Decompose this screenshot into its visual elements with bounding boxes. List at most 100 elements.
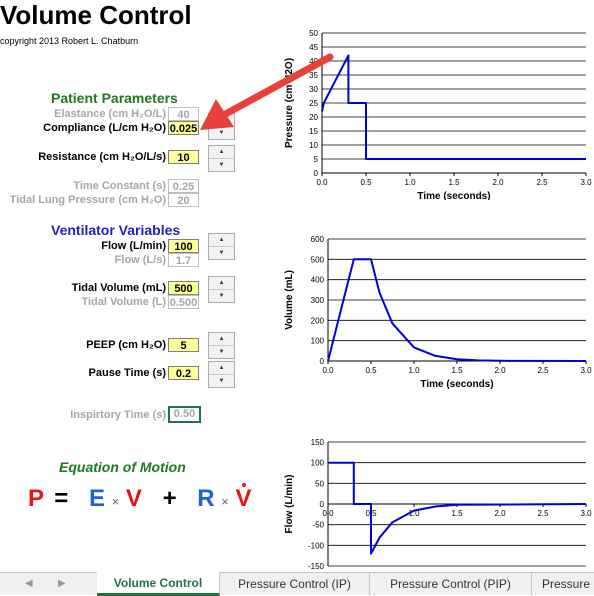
y-tick-label: 0 bbox=[314, 169, 319, 178]
x-tick-label: 0.0 bbox=[322, 509, 334, 518]
flow-spinner[interactable]: ▲ ▼ bbox=[208, 233, 235, 260]
flow-ls-cell[interactable]: 1.7 bbox=[168, 253, 199, 267]
tab-pressure-control-pip[interactable]: Pressure Control (PIP) bbox=[370, 573, 532, 595]
ventilator-variables-heading: Ventilator Variables bbox=[51, 222, 181, 238]
tidal-volume-input[interactable]: 500 bbox=[168, 281, 199, 295]
y-tick-label: 45 bbox=[309, 43, 318, 52]
eq-flow-symbol: V bbox=[235, 483, 252, 512]
y-axis-label: Volume (mL) bbox=[284, 270, 295, 330]
pause-time-label: Pause Time (s) bbox=[88, 367, 166, 379]
eq-pressure-symbol: P bbox=[28, 485, 44, 512]
compliance-input[interactable]: 0.025 bbox=[168, 121, 199, 135]
x-tick-label: 3.0 bbox=[580, 509, 592, 518]
x-tick-label: 1.0 bbox=[408, 509, 420, 518]
callout-arrow-head bbox=[200, 99, 234, 130]
spin-up-icon[interactable]: ▲ bbox=[209, 333, 234, 346]
eq-resistance-symbol: R bbox=[197, 485, 215, 512]
nav-next-icon[interactable]: ▶ bbox=[58, 578, 66, 589]
eq-volume-symbol: V bbox=[125, 485, 142, 512]
y-tick-label: -150 bbox=[308, 562, 325, 570]
y-tick-label: 30 bbox=[309, 85, 318, 94]
y-tick-label: 25 bbox=[309, 99, 318, 108]
spin-down-icon[interactable]: ▼ bbox=[218, 162, 225, 168]
x-tick-label: 2.0 bbox=[494, 366, 506, 375]
y-tick-label: 300 bbox=[311, 296, 325, 305]
callout-arrow-shaft bbox=[216, 53, 334, 121]
spin-down-icon[interactable]: ▼ bbox=[218, 130, 225, 136]
flow-input[interactable]: 100 bbox=[168, 239, 199, 253]
y-tick-label: 5 bbox=[314, 155, 319, 164]
tidal-lung-pressure-cell[interactable]: 20 bbox=[168, 193, 199, 207]
x-tick-label: 2.0 bbox=[492, 178, 504, 187]
y-tick-label: 50 bbox=[315, 479, 324, 488]
tab-pressure-control-ip[interactable]: Pressure Control (IP) bbox=[220, 573, 370, 595]
series-line bbox=[327, 258, 587, 362]
time-constant-cell[interactable]: 0.25 bbox=[168, 179, 199, 193]
y-tick-label: 50 bbox=[309, 29, 318, 38]
y-tick-label: 0 bbox=[320, 500, 325, 509]
x-tick-label: 1.0 bbox=[408, 366, 420, 375]
y-tick-label: 10 bbox=[309, 141, 318, 150]
tab-pressure[interactable]: Pressure bbox=[542, 577, 591, 591]
y-tick-label: 100 bbox=[311, 337, 325, 346]
spin-down-icon[interactable]: ▼ bbox=[218, 349, 225, 355]
x-tick-label: 1.5 bbox=[448, 178, 460, 187]
spin-up-icon[interactable]: ▲ bbox=[209, 362, 234, 375]
peep-label: PEEP (cm H₂O) bbox=[86, 339, 166, 351]
spin-up-icon[interactable]: ▲ bbox=[209, 146, 234, 159]
y-tick-label: 500 bbox=[311, 255, 325, 264]
spin-down-icon[interactable]: ▼ bbox=[218, 293, 225, 299]
series-line bbox=[328, 461, 587, 555]
y-axis-label: Flow (L/min) bbox=[284, 475, 295, 534]
y-tick-label: 600 bbox=[311, 235, 325, 244]
pressure-chart: 0 5 10 15 20 25 30 35 40 45 50 0.0 0.5 1.0 1.5 2.0 2.5 3.… bbox=[284, 29, 592, 200]
time-constant-label: Time Constant (s) bbox=[73, 180, 166, 192]
flow-label: Flow (L/min) bbox=[101, 240, 166, 252]
x-tick-label: 2.0 bbox=[494, 509, 506, 518]
x-tick-label: 3.0 bbox=[580, 366, 592, 375]
eq-equals-symbol: = bbox=[54, 485, 69, 512]
sheet-tab-bar: ◀ ▶ Volume Control Pressure Control (IP)… bbox=[0, 572, 594, 596]
spin-down-icon[interactable]: ▼ bbox=[218, 250, 225, 256]
x-tick-label: 2.5 bbox=[536, 178, 548, 187]
tab-volume-control[interactable]: Volume Control bbox=[97, 572, 220, 596]
resistance-input[interactable]: 10 bbox=[168, 150, 199, 164]
volume-chart: 0 100 200 300 400 500 600 0.0 0.5 1.0 1.5 2.0 2.5 3.0… bbox=[284, 235, 592, 390]
pause-time-spinner[interactable]: ▲ ▼ bbox=[208, 361, 235, 388]
x-tick-label: 2.5 bbox=[537, 509, 549, 518]
y-tick-label: 200 bbox=[311, 316, 325, 325]
y-axis-label: Pressure (cm H2O) bbox=[284, 58, 295, 148]
elastance-cell[interactable]: 40 bbox=[168, 107, 199, 121]
spin-up-icon[interactable]: ▲ bbox=[209, 234, 234, 247]
eq-times-symbol: × bbox=[111, 494, 120, 509]
peep-spinner[interactable]: ▲ ▼ bbox=[208, 332, 235, 359]
pause-time-input[interactable]: 0.2 bbox=[168, 366, 199, 380]
x-tick-label: 0.0 bbox=[316, 178, 328, 187]
x-tick-label: 1.0 bbox=[404, 178, 416, 187]
eq-elastance-symbol: E bbox=[88, 485, 105, 512]
y-tick-label: 0 bbox=[320, 357, 325, 366]
tidal-volume-l-cell[interactable]: 0.500 bbox=[168, 295, 199, 309]
nav-prev-icon[interactable]: ◀ bbox=[25, 578, 33, 589]
copyright-text: copyright 2013 Robert L. Chatburn bbox=[0, 36, 139, 46]
tidal-volume-spinner[interactable]: ▲ ▼ bbox=[208, 276, 235, 303]
y-tick-label: 35 bbox=[309, 71, 318, 80]
compliance-label: Compliance (L/cm H₂O) bbox=[43, 122, 166, 134]
x-tick-label: 1.5 bbox=[451, 509, 463, 518]
eq-plus-symbol: + bbox=[162, 485, 177, 512]
y-tick-label: 20 bbox=[309, 113, 318, 122]
y-tick-label: 15 bbox=[309, 127, 318, 136]
y-tick-label: 40 bbox=[309, 57, 318, 66]
eq-times-symbol: × bbox=[221, 494, 229, 509]
x-tick-label: 2.5 bbox=[537, 366, 549, 375]
peep-input[interactable]: 5 bbox=[168, 338, 199, 352]
series-line bbox=[321, 54, 586, 160]
resistance-spinner[interactable]: ▲ ▼ bbox=[208, 145, 235, 172]
equation-of-motion: P = E × V + R × V bbox=[28, 483, 252, 513]
page-title: Volume Control bbox=[0, 0, 192, 30]
spin-down-icon[interactable]: ▼ bbox=[218, 378, 225, 384]
resistance-label: Resistance (cm H₂O/L/s) bbox=[38, 151, 166, 163]
spin-up-icon[interactable]: ▲ bbox=[209, 277, 234, 290]
inspiratory-time-cell[interactable]: 0.50 bbox=[168, 406, 201, 423]
